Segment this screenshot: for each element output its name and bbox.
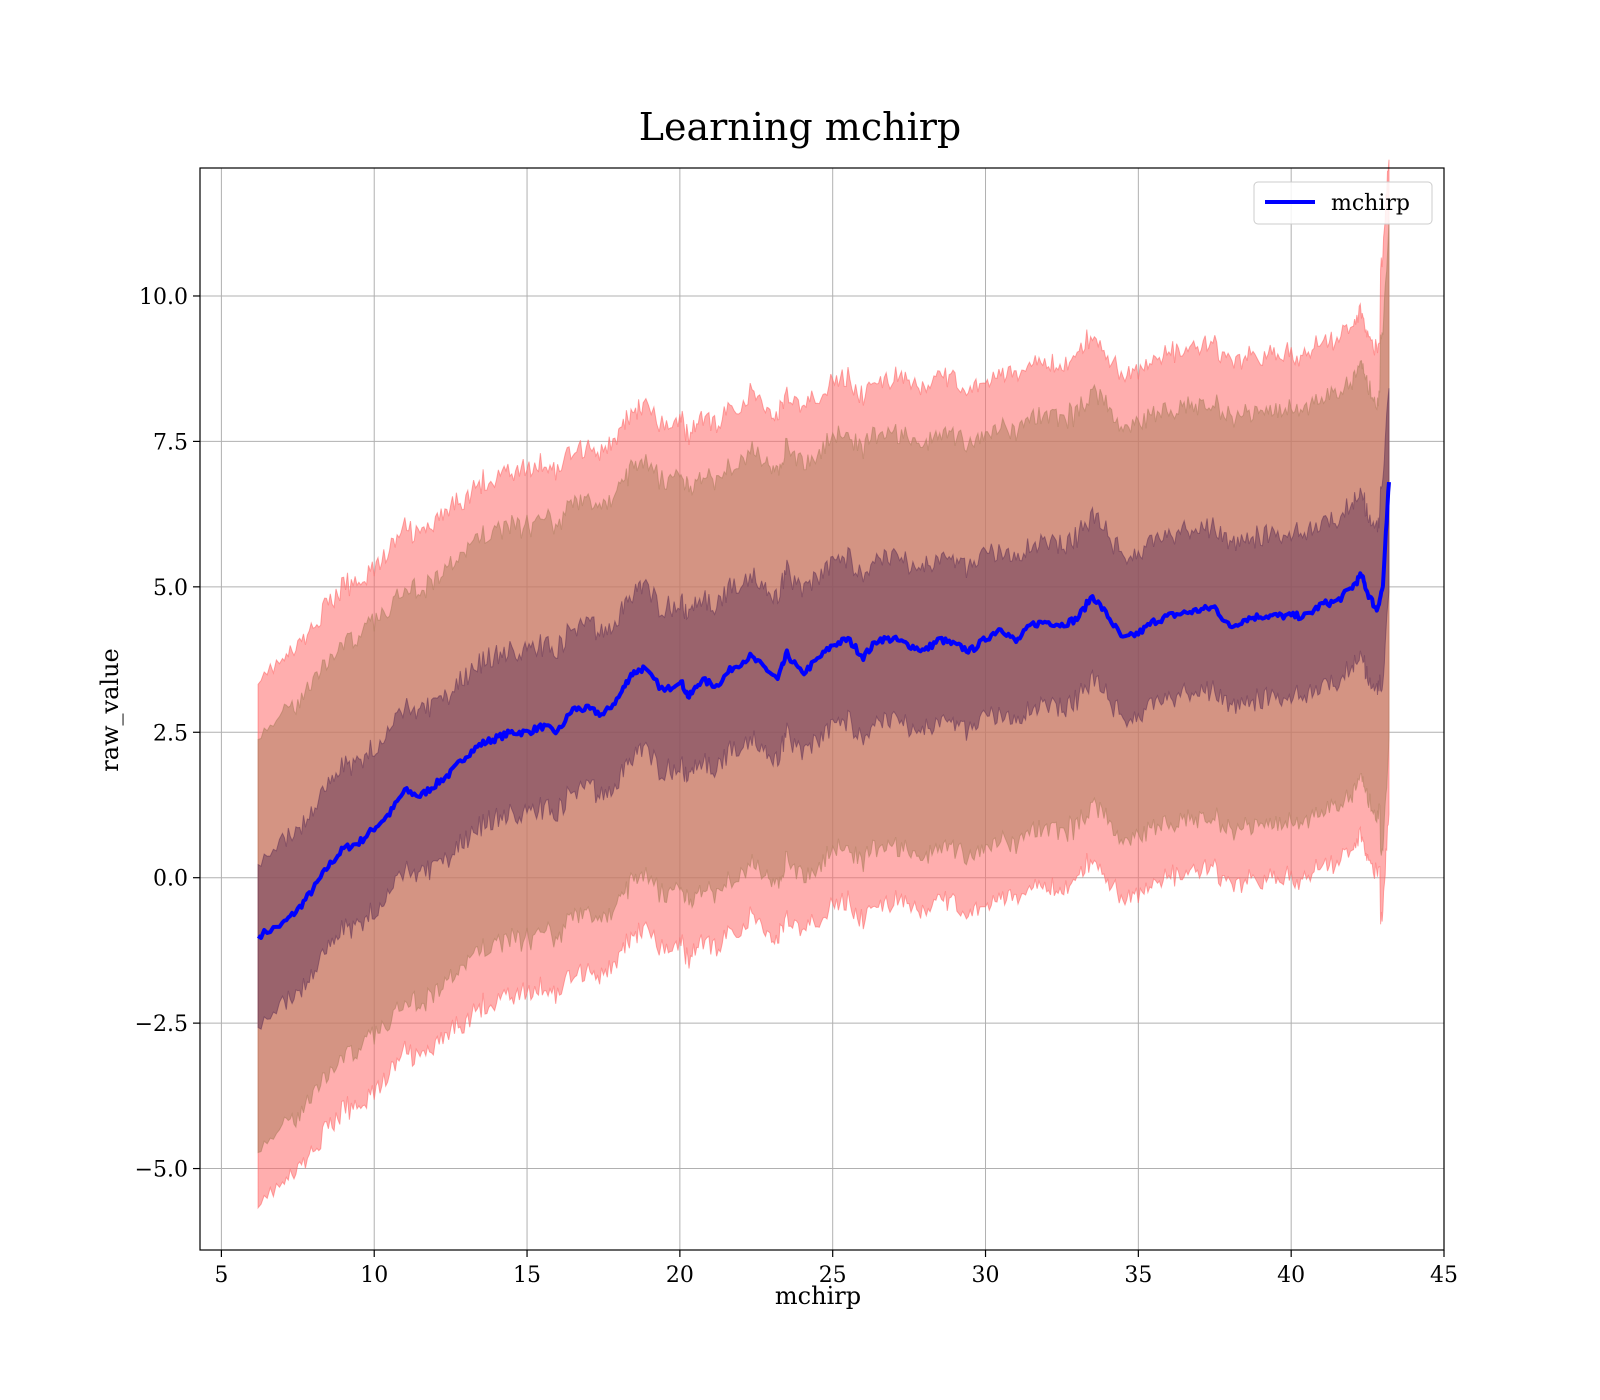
legend-label-mchirp: mchirp bbox=[1331, 191, 1410, 216]
legend-box bbox=[1253, 181, 1433, 225]
y-axis-ticks: −5.0 −2.5 0.0 2.5 5.0 7.5 10.0 bbox=[135, 285, 200, 1183]
x-tick-label: 40 bbox=[1277, 1263, 1305, 1288]
x-axis-ticks: 5 10 15 20 25 30 35 40 45 bbox=[214, 1250, 1458, 1288]
x-tick-label: 30 bbox=[972, 1263, 1000, 1288]
series-lines bbox=[256, 481, 1391, 940]
legend: mchirp bbox=[1253, 181, 1433, 225]
y-tick-label: −5.0 bbox=[135, 1158, 188, 1183]
x-axis-label: mchirp bbox=[775, 1282, 861, 1310]
x-tick-label: 45 bbox=[1430, 1263, 1458, 1288]
x-tick-label: 5 bbox=[214, 1263, 228, 1288]
plot-area-frame bbox=[199, 167, 1445, 1251]
chart-title: Learning mchirp bbox=[639, 105, 961, 149]
confidence-bands bbox=[257, 159, 1390, 1210]
y-tick-label: 10.0 bbox=[139, 285, 188, 310]
x-tick-label: 10 bbox=[360, 1263, 388, 1288]
y-tick-label: 7.5 bbox=[153, 430, 188, 455]
series-line-mchirp bbox=[256, 481, 1391, 940]
x-tick-label: 25 bbox=[819, 1263, 847, 1288]
y-tick-label: −2.5 bbox=[135, 1012, 188, 1037]
x-tick-label: 20 bbox=[666, 1263, 694, 1288]
y-axis-label: raw_value bbox=[96, 648, 124, 772]
x-tick-label: 35 bbox=[1124, 1263, 1152, 1288]
y-tick-label: 2.5 bbox=[153, 721, 188, 746]
y-tick-label: 5.0 bbox=[153, 576, 188, 601]
band-2 bbox=[257, 388, 1390, 1030]
y-tick-label: 0.0 bbox=[153, 867, 188, 892]
x-tick-label: 15 bbox=[513, 1263, 541, 1288]
